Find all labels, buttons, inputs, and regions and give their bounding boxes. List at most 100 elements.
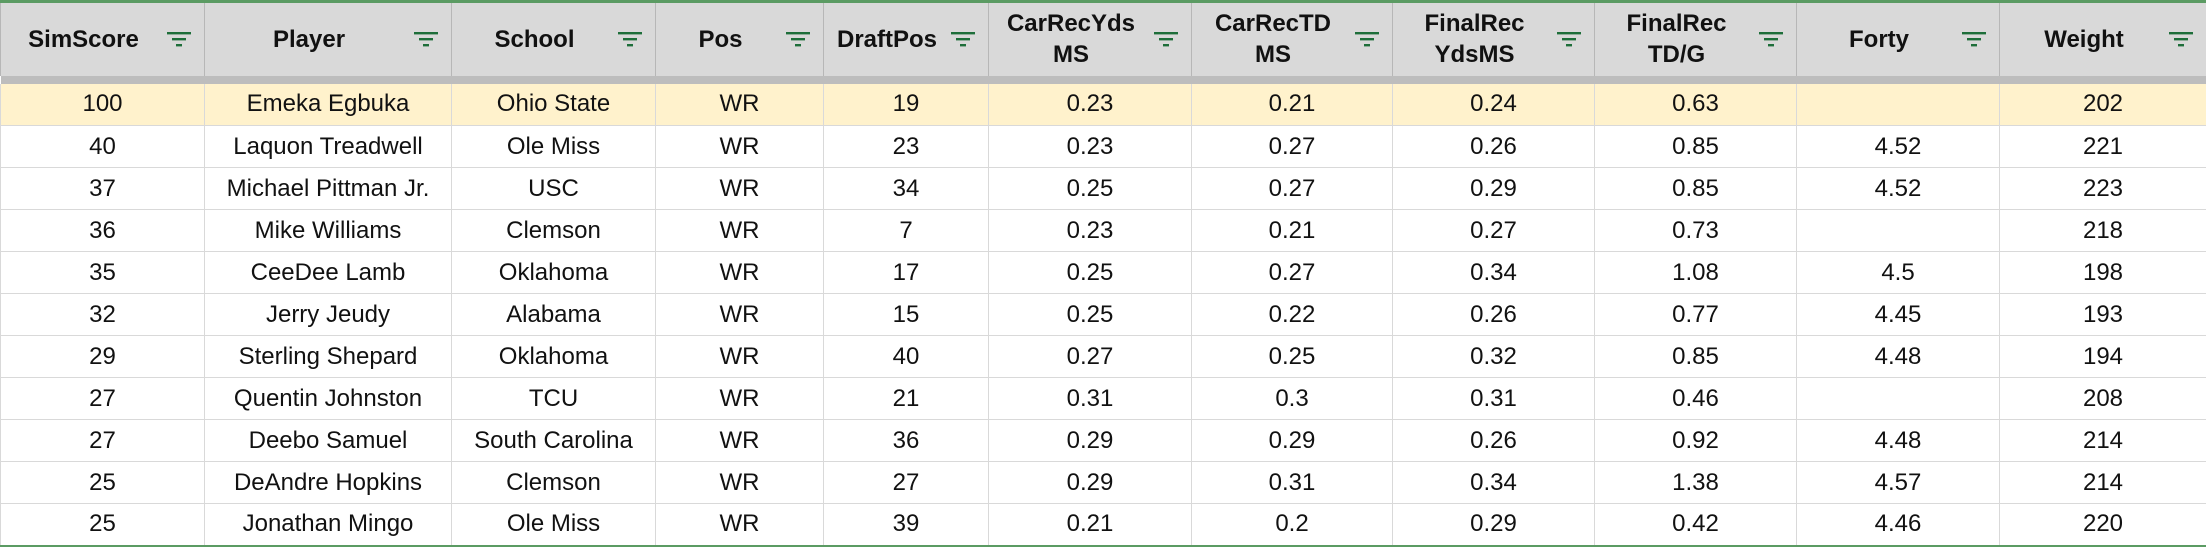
table-cell[interactable]: 0.46 (1594, 377, 1797, 420)
table-cell[interactable]: 0.21 (1191, 83, 1393, 126)
table-cell[interactable]: 100 (0, 83, 205, 126)
table-cell[interactable]: 0.26 (1392, 125, 1595, 168)
table-cell[interactable]: 34 (823, 167, 989, 210)
filter-icon[interactable] (1354, 29, 1380, 49)
table-cell[interactable]: 0.3 (1191, 377, 1393, 420)
table-cell[interactable]: WR (655, 251, 824, 294)
table-cell[interactable]: 27 (0, 377, 205, 420)
table-cell[interactable]: 214 (1999, 461, 2206, 504)
table-cell[interactable]: 0.31 (1191, 461, 1393, 504)
table-cell[interactable]: 0.23 (988, 83, 1192, 126)
column-header[interactable]: FinalRec YdsMS (1392, 0, 1595, 76)
table-cell[interactable]: 4.48 (1796, 335, 2000, 378)
table-cell[interactable]: Michael Pittman Jr. (204, 167, 452, 210)
table-cell[interactable]: 25 (0, 503, 205, 547)
table-cell[interactable]: 0.85 (1594, 125, 1797, 168)
table-cell[interactable]: 27 (823, 461, 989, 504)
table-cell[interactable]: 37 (0, 167, 205, 210)
table-row[interactable]: 27 Quentin Johnston TCU WR 21 0.31 0.3 0.31 0.46… (0, 377, 2206, 420)
table-cell[interactable]: 221 (1999, 125, 2206, 168)
table-cell[interactable]: WR (655, 377, 824, 420)
table-cell[interactable]: WR (655, 83, 824, 126)
table-row[interactable]: 32 Jerry Jeudy Alabama WR 15 0.25 0.22 0.26 0.77… (0, 293, 2206, 336)
table-cell[interactable]: 0.23 (988, 125, 1192, 168)
table-cell[interactable]: 0.73 (1594, 209, 1797, 252)
table-cell[interactable]: 194 (1999, 335, 2206, 378)
table-cell[interactable]: 4.52 (1796, 167, 2000, 210)
table-row[interactable]: 37 Michael Pittman Jr. USC WR 34 0.25 0.27 0.29… (0, 167, 2206, 210)
table-cell[interactable]: 220 (1999, 503, 2206, 547)
table-cell[interactable]: 208 (1999, 377, 2206, 420)
filter-icon[interactable] (785, 29, 811, 49)
table-cell[interactable]: WR (655, 461, 824, 504)
table-cell[interactable]: Jerry Jeudy (204, 293, 452, 336)
table-row[interactable]: 35 CeeDee Lamb Oklahoma WR 17 0.25 0.27 0.34 1.0… (0, 251, 2206, 294)
table-cell[interactable]: 0.34 (1392, 251, 1595, 294)
table-cell[interactable]: WR (655, 125, 824, 168)
table-cell[interactable]: 15 (823, 293, 989, 336)
filter-icon[interactable] (1961, 29, 1987, 49)
table-cell[interactable]: 0.31 (1392, 377, 1595, 420)
table-cell[interactable]: 4.5 (1796, 251, 2000, 294)
column-header[interactable]: SimScore (0, 0, 205, 76)
table-cell[interactable]: 0.32 (1392, 335, 1595, 378)
table-cell[interactable]: CeeDee Lamb (204, 251, 452, 294)
table-cell[interactable]: 39 (823, 503, 989, 547)
table-cell[interactable]: TCU (451, 377, 656, 420)
table-cell[interactable] (1796, 83, 2000, 126)
table-cell[interactable]: 0.25 (988, 167, 1192, 210)
table-cell[interactable]: 0.29 (1191, 419, 1393, 462)
table-cell[interactable]: 218 (1999, 209, 2206, 252)
filter-icon[interactable] (166, 29, 192, 49)
table-cell[interactable]: 0.29 (1392, 167, 1595, 210)
table-cell[interactable]: DeAndre Hopkins (204, 461, 452, 504)
column-header[interactable]: Player (204, 0, 452, 76)
table-cell[interactable]: 36 (0, 209, 205, 252)
table-cell[interactable]: 0.26 (1392, 293, 1595, 336)
column-header[interactable]: School (451, 0, 656, 76)
table-cell[interactable]: 0.25 (1191, 335, 1393, 378)
table-cell[interactable]: 21 (823, 377, 989, 420)
table-cell[interactable]: 0.77 (1594, 293, 1797, 336)
table-cell[interactable]: 32 (0, 293, 205, 336)
table-cell[interactable]: 36 (823, 419, 989, 462)
table-cell[interactable]: 23 (823, 125, 989, 168)
column-header[interactable]: FinalRec TD/G (1594, 0, 1797, 76)
filter-icon[interactable] (1153, 29, 1179, 49)
column-header[interactable]: Forty (1796, 0, 2000, 76)
filter-icon[interactable] (2168, 29, 2194, 49)
table-cell[interactable]: 0.21 (988, 503, 1192, 547)
table-cell[interactable] (1796, 377, 2000, 420)
column-header[interactable]: Weight (1999, 0, 2206, 76)
table-cell[interactable]: 214 (1999, 419, 2206, 462)
table-cell[interactable]: 0.29 (988, 461, 1192, 504)
table-cell[interactable]: 1.38 (1594, 461, 1797, 504)
filter-icon[interactable] (617, 29, 643, 49)
table-cell[interactable]: 0.92 (1594, 419, 1797, 462)
table-cell[interactable]: 0.23 (988, 209, 1192, 252)
table-cell[interactable]: Mike Williams (204, 209, 452, 252)
table-cell[interactable]: 0.22 (1191, 293, 1393, 336)
table-cell[interactable]: 0.31 (988, 377, 1192, 420)
table-cell[interactable]: 0.85 (1594, 167, 1797, 210)
table-cell[interactable]: 19 (823, 83, 989, 126)
column-header[interactable]: CarRecTD MS (1191, 0, 1393, 76)
table-cell[interactable]: 29 (0, 335, 205, 378)
filter-icon[interactable] (1556, 29, 1582, 49)
table-cell[interactable]: 0.42 (1594, 503, 1797, 547)
table-cell[interactable]: WR (655, 293, 824, 336)
table-cell[interactable]: 4.46 (1796, 503, 2000, 547)
filter-icon[interactable] (1758, 29, 1784, 49)
table-cell[interactable]: 0.27 (1392, 209, 1595, 252)
table-row[interactable]: 25 Jonathan Mingo Ole Miss WR 39 0.21 0.2 0.29 0… (0, 503, 2206, 547)
table-cell[interactable]: 0.34 (1392, 461, 1595, 504)
table-cell[interactable]: 4.52 (1796, 125, 2000, 168)
table-cell[interactable]: 4.57 (1796, 461, 2000, 504)
table-cell[interactable]: Clemson (451, 461, 656, 504)
table-row[interactable]: 27 Deebo Samuel South Carolina WR 36 0.29 0.29… (0, 419, 2206, 462)
table-cell[interactable]: WR (655, 419, 824, 462)
table-cell[interactable]: 7 (823, 209, 989, 252)
table-cell[interactable]: 193 (1999, 293, 2206, 336)
table-cell[interactable]: 0.29 (1392, 503, 1595, 547)
table-cell[interactable]: 40 (0, 125, 205, 168)
